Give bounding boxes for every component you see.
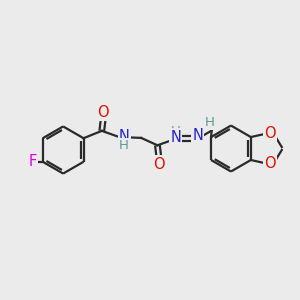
Text: O: O bbox=[265, 156, 276, 171]
Text: O: O bbox=[98, 104, 109, 119]
Text: N: N bbox=[170, 130, 181, 145]
Text: H: H bbox=[171, 125, 181, 138]
Text: N: N bbox=[119, 129, 130, 144]
Text: H: H bbox=[119, 139, 129, 152]
Text: N: N bbox=[192, 128, 203, 143]
Text: F: F bbox=[29, 154, 37, 169]
Text: O: O bbox=[153, 157, 165, 172]
Text: O: O bbox=[265, 126, 276, 141]
Text: H: H bbox=[205, 116, 215, 129]
